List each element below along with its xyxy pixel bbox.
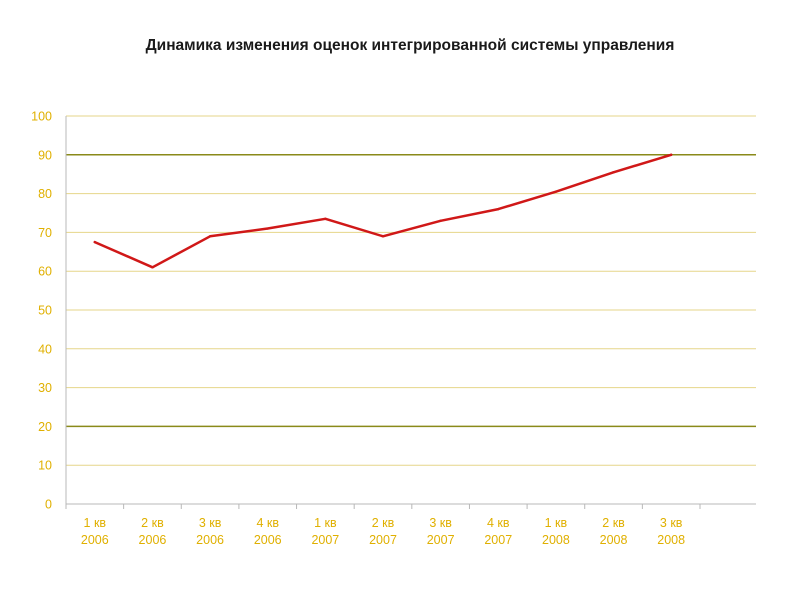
data-point xyxy=(208,235,212,238)
y-tick-label: 0 xyxy=(45,498,52,512)
y-tick-label: 10 xyxy=(38,459,52,473)
x-tick-label: 4 кв 2006 xyxy=(254,516,282,547)
data-point xyxy=(497,207,500,211)
gridlines xyxy=(66,115,756,466)
x-tick-label: 4 кв 2007 xyxy=(484,516,512,547)
data-point xyxy=(554,190,558,193)
data-point xyxy=(669,153,673,156)
x-tick-label: 1 кв 2007 xyxy=(311,516,339,547)
x-tick-label: 3 кв 2006 xyxy=(196,516,224,547)
x-tick-label: 2 кв 2007 xyxy=(369,516,397,547)
y-tick-label: 90 xyxy=(38,148,52,162)
data-point xyxy=(324,217,327,221)
axes xyxy=(65,116,756,509)
y-tick-label: 50 xyxy=(38,304,52,318)
x-tick-label: 2 кв 2006 xyxy=(139,516,167,547)
data-point xyxy=(93,240,97,244)
series-line xyxy=(93,153,673,269)
y-tick-labels: 0 10 20 30 40 50 60 70 80 90 100 xyxy=(31,110,52,512)
data-point xyxy=(612,171,615,174)
x-tick-label: 3 кв 2007 xyxy=(427,516,455,547)
y-tick-label: 80 xyxy=(38,187,52,201)
series xyxy=(93,153,673,269)
data-point xyxy=(266,227,269,230)
x-tick-label: 2 кв 2008 xyxy=(600,516,628,547)
y-tick-label: 20 xyxy=(38,420,52,434)
x-tick-label: 1 кв 2008 xyxy=(542,516,570,547)
y-tick-label: 100 xyxy=(31,110,52,124)
data-point xyxy=(381,235,385,238)
y-tick-label: 60 xyxy=(38,265,52,279)
y-tick-label: 30 xyxy=(38,381,52,395)
x-tick-labels: 1 кв 2006 2 кв 2006 3 кв 2006 4 кв 2006 1 кв 2007… xyxy=(81,516,685,547)
chart-title: Динамика изменения оценок интегрированно… xyxy=(145,37,675,54)
x-tick-label: 1 кв 2006 xyxy=(81,516,109,547)
y-tick-label: 70 xyxy=(38,226,52,240)
y-tick-label: 40 xyxy=(38,342,52,356)
data-point xyxy=(439,219,442,222)
x-tick-label: 3 кв 2008 xyxy=(657,516,685,547)
data-point xyxy=(151,266,154,269)
